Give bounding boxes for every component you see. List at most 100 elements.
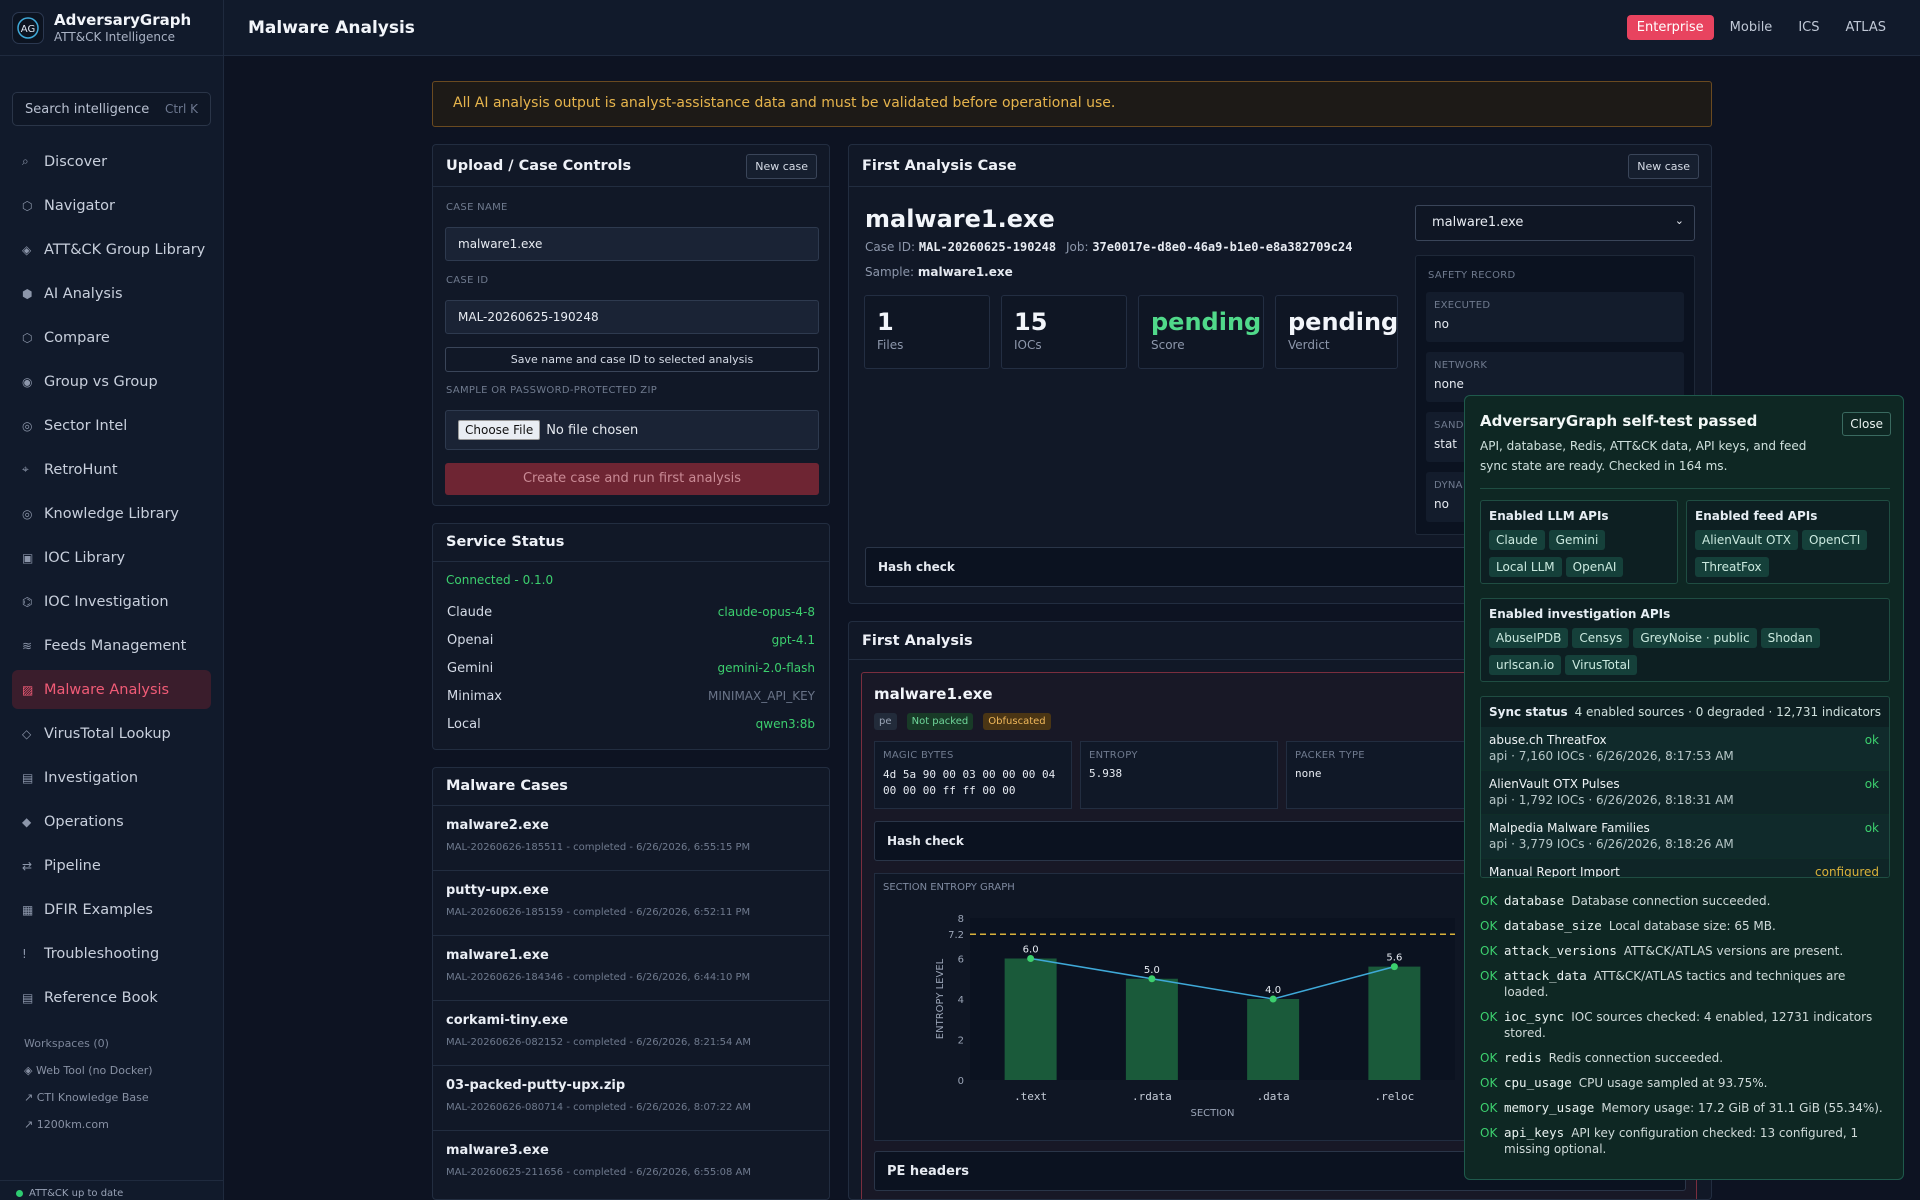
service-name: Openai xyxy=(447,632,494,648)
check-status: OK xyxy=(1480,1010,1498,1024)
case-list-item[interactable]: 03-packed-putty-upx.zip MAL-20260626-0807… xyxy=(433,1065,829,1130)
brand[interactable]: AG AdversaryGraph ATT&CK Intelligence xyxy=(0,0,223,56)
sidebar-item-retrohunt[interactable]: ⌖ RetroHunt xyxy=(12,450,211,489)
sidebar-item-att-ck-group-library[interactable]: ◈ ATT&CK Group Library xyxy=(12,230,211,269)
llm-api-chip: OpenAI xyxy=(1565,557,1624,577)
first-case-new-button[interactable]: New case xyxy=(1628,154,1699,179)
sidebar-item-pipeline[interactable]: ⇄ Pipeline xyxy=(12,846,211,885)
stat-iocs-value: 15 xyxy=(1014,308,1048,336)
safety-item-value: none xyxy=(1434,377,1464,391)
new-case-button[interactable]: New case xyxy=(746,154,817,179)
sync-row: abuse.ch ThreatFox api · 7,160 IOCs · 6/2… xyxy=(1481,727,1889,771)
close-button[interactable]: Close xyxy=(1842,412,1891,436)
service-row: Claude claude-opus-4-8 xyxy=(439,598,823,626)
sidebar-link-web-tool[interactable]: ◈ Web Tool (no Docker) xyxy=(24,1064,153,1077)
sidebar-item-group-vs-group[interactable]: ◉ Group vs Group xyxy=(12,362,211,401)
check-key: memory_usage xyxy=(1504,1100,1595,1115)
service-value: gpt-4.1 xyxy=(771,633,815,647)
sidebar-item-ioc-investigation[interactable]: ⌬ IOC Investigation xyxy=(12,582,211,621)
sidebar-item-knowledge-library[interactable]: ◎ Knowledge Library xyxy=(12,494,211,533)
bar-value-label: 5.6 xyxy=(1386,953,1402,964)
sidebar-item-investigation[interactable]: ▤ Investigation xyxy=(12,758,211,797)
sidebar-item-virustotal-lookup[interactable]: ◇ VirusTotal Lookup xyxy=(12,714,211,753)
search-input[interactable]: Search intelligence Ctrl K xyxy=(12,92,211,126)
entropy-point xyxy=(1148,975,1156,983)
packer-type-box: Packer type none xyxy=(1286,741,1484,809)
sidebar-item-malware-analysis[interactable]: ▨ Malware Analysis xyxy=(12,670,211,709)
sidebar-link-1200km[interactable]: ↗ 1200km.com xyxy=(24,1118,109,1131)
analysis-select[interactable]: malware1.exe ⌄ xyxy=(1415,205,1695,241)
operations-icon: ◆ xyxy=(22,814,32,829)
matrix-tabs: Enterprise Mobile ICS ATLAS xyxy=(1626,15,1896,40)
check-body: memory_usage Memory usage: 17.2 GiB of 31… xyxy=(1504,1100,1883,1116)
tab-enterprise[interactable]: Enterprise xyxy=(1626,15,1714,40)
sidebar-item-sector-intel[interactable]: ◎ Sector Intel xyxy=(12,406,211,445)
create-case-button[interactable]: Create case and run first analysis xyxy=(445,463,819,495)
case-list-item[interactable]: malware1.exe MAL-20260626-184346 - comple… xyxy=(433,935,829,1000)
sidebar-item-troubleshooting[interactable]: ! Troubleshooting xyxy=(12,934,211,973)
selftest-checks: OK database Database connection succeeded.… xyxy=(1480,893,1890,1166)
case-name-input[interactable]: malware1.exe xyxy=(445,227,819,261)
sync-source-name: AlienVault OTX Pulses xyxy=(1489,777,1620,791)
sync-row: Manual Report Import configured xyxy=(1481,859,1889,878)
investigation-api-chip: Shodan xyxy=(1760,628,1820,648)
check-key: cpu_usage xyxy=(1504,1075,1572,1090)
case-list-item[interactable]: malware2.exe MAL-20260626-185511 - comple… xyxy=(433,805,829,870)
sync-source-status: ok xyxy=(1864,777,1879,791)
check-text: Local database size: 65 MB. xyxy=(1608,919,1776,933)
sidebar-item-feeds-management[interactable]: ≋ Feeds Management xyxy=(12,626,211,665)
llm-apis-title: Enabled LLM APIs xyxy=(1489,509,1609,523)
case-list-item[interactable]: putty-upx.exe MAL-20260626-185159 - compl… xyxy=(433,870,829,935)
sidebar-item-navigator[interactable]: ⬡ Navigator xyxy=(12,186,211,225)
sidebar-item-label: Reference Book xyxy=(44,989,158,1006)
sidebar: AG AdversaryGraph ATT&CK Intelligence Se… xyxy=(0,0,224,1200)
entropy-point xyxy=(1390,963,1398,971)
bar-value-label: 5.0 xyxy=(1144,965,1160,976)
sidebar-item-reference-book[interactable]: ▤ Reference Book xyxy=(12,978,211,1017)
case-list-item[interactable]: corkami-tiny.exe MAL-20260626-082152 - co… xyxy=(433,1000,829,1065)
virustotal-lookup-icon: ◇ xyxy=(22,726,32,741)
brand-name: AdversaryGraph xyxy=(54,11,192,29)
check-status: OK xyxy=(1480,944,1498,958)
choose-file-button[interactable]: Choose File xyxy=(458,420,541,440)
check-body: cpu_usage CPU usage sampled at 93.75%. xyxy=(1504,1075,1767,1091)
case-item-meta: MAL-20260626-184346 - completed - 6/26/2… xyxy=(446,972,751,983)
sidebar-item-dfir-examples[interactable]: ▦ DFIR Examples xyxy=(12,890,211,929)
service-name: Claude xyxy=(447,604,493,620)
group-vs-group-icon: ◉ xyxy=(22,374,33,389)
case-item-name: malware1.exe xyxy=(446,948,549,963)
sidebar-item-compare[interactable]: ⬡ Compare xyxy=(12,318,211,357)
sidebar-item-label: DFIR Examples xyxy=(44,901,153,918)
sidebar-item-ai-analysis[interactable]: ⬢ AI Analysis xyxy=(12,274,211,313)
feeds-management-icon: ≋ xyxy=(22,638,33,653)
selftest-title: AdversaryGraph self-test passed xyxy=(1480,412,1758,430)
sidebar-item-discover[interactable]: ⌕ Discover xyxy=(12,142,211,181)
tab-ics[interactable]: ICS xyxy=(1798,20,1820,35)
sync-source-status: configured xyxy=(1815,865,1879,878)
tab-atlas[interactable]: ATLAS xyxy=(1845,20,1886,35)
reference-book-icon: ▤ xyxy=(22,990,34,1005)
selftest-description: API, database, Redis, ATT&CK data, API k… xyxy=(1480,439,1807,473)
case-id-input[interactable]: MAL-20260625-190248 xyxy=(445,300,819,334)
job-key: Job: xyxy=(1065,240,1089,254)
case-list-item[interactable]: malware3.exe MAL-20260625-211656 - comple… xyxy=(433,1130,829,1195)
sidebar-item-label: RetroHunt xyxy=(44,461,118,478)
save-case-button[interactable]: Save name and case ID to selected analys… xyxy=(445,347,819,372)
sync-source-name: Malpedia Malware Families xyxy=(1489,821,1650,835)
sidebar-item-operations[interactable]: ◆ Operations xyxy=(12,802,211,841)
check-body: attack_versions ATT&CK/ATLAS versions are… xyxy=(1504,943,1843,959)
obfuscated-badge: Obfuscated xyxy=(983,713,1051,730)
sample-file-input[interactable]: Choose File No file chosen xyxy=(445,410,819,450)
case-name-label: Case name xyxy=(446,202,508,213)
check-text: Redis connection succeeded. xyxy=(1548,1051,1724,1065)
check-body: database Database connection succeeded. xyxy=(1504,893,1770,909)
case-id-value: MAL-20260625-190248 xyxy=(918,240,1057,254)
case-item-meta: MAL-20260626-080714 - completed - 6/26/2… xyxy=(446,1102,751,1113)
sidebar-link-cti-kb[interactable]: ↗ CTI Knowledge Base xyxy=(24,1091,149,1104)
sidebar-item-ioc-library[interactable]: ▣ IOC Library xyxy=(12,538,211,577)
ai-disclaimer-banner: All AI analysis output is analyst-assist… xyxy=(432,81,1712,127)
check-text: IOC sources checked: 4 enabled, 12731 in… xyxy=(1504,1010,1873,1040)
tab-mobile[interactable]: Mobile xyxy=(1729,20,1773,35)
service-list: Claude claude-opus-4-8 Openai gpt-4.1 Gemini… xyxy=(439,598,823,738)
investigation-api-chip: Censys xyxy=(1572,628,1630,648)
